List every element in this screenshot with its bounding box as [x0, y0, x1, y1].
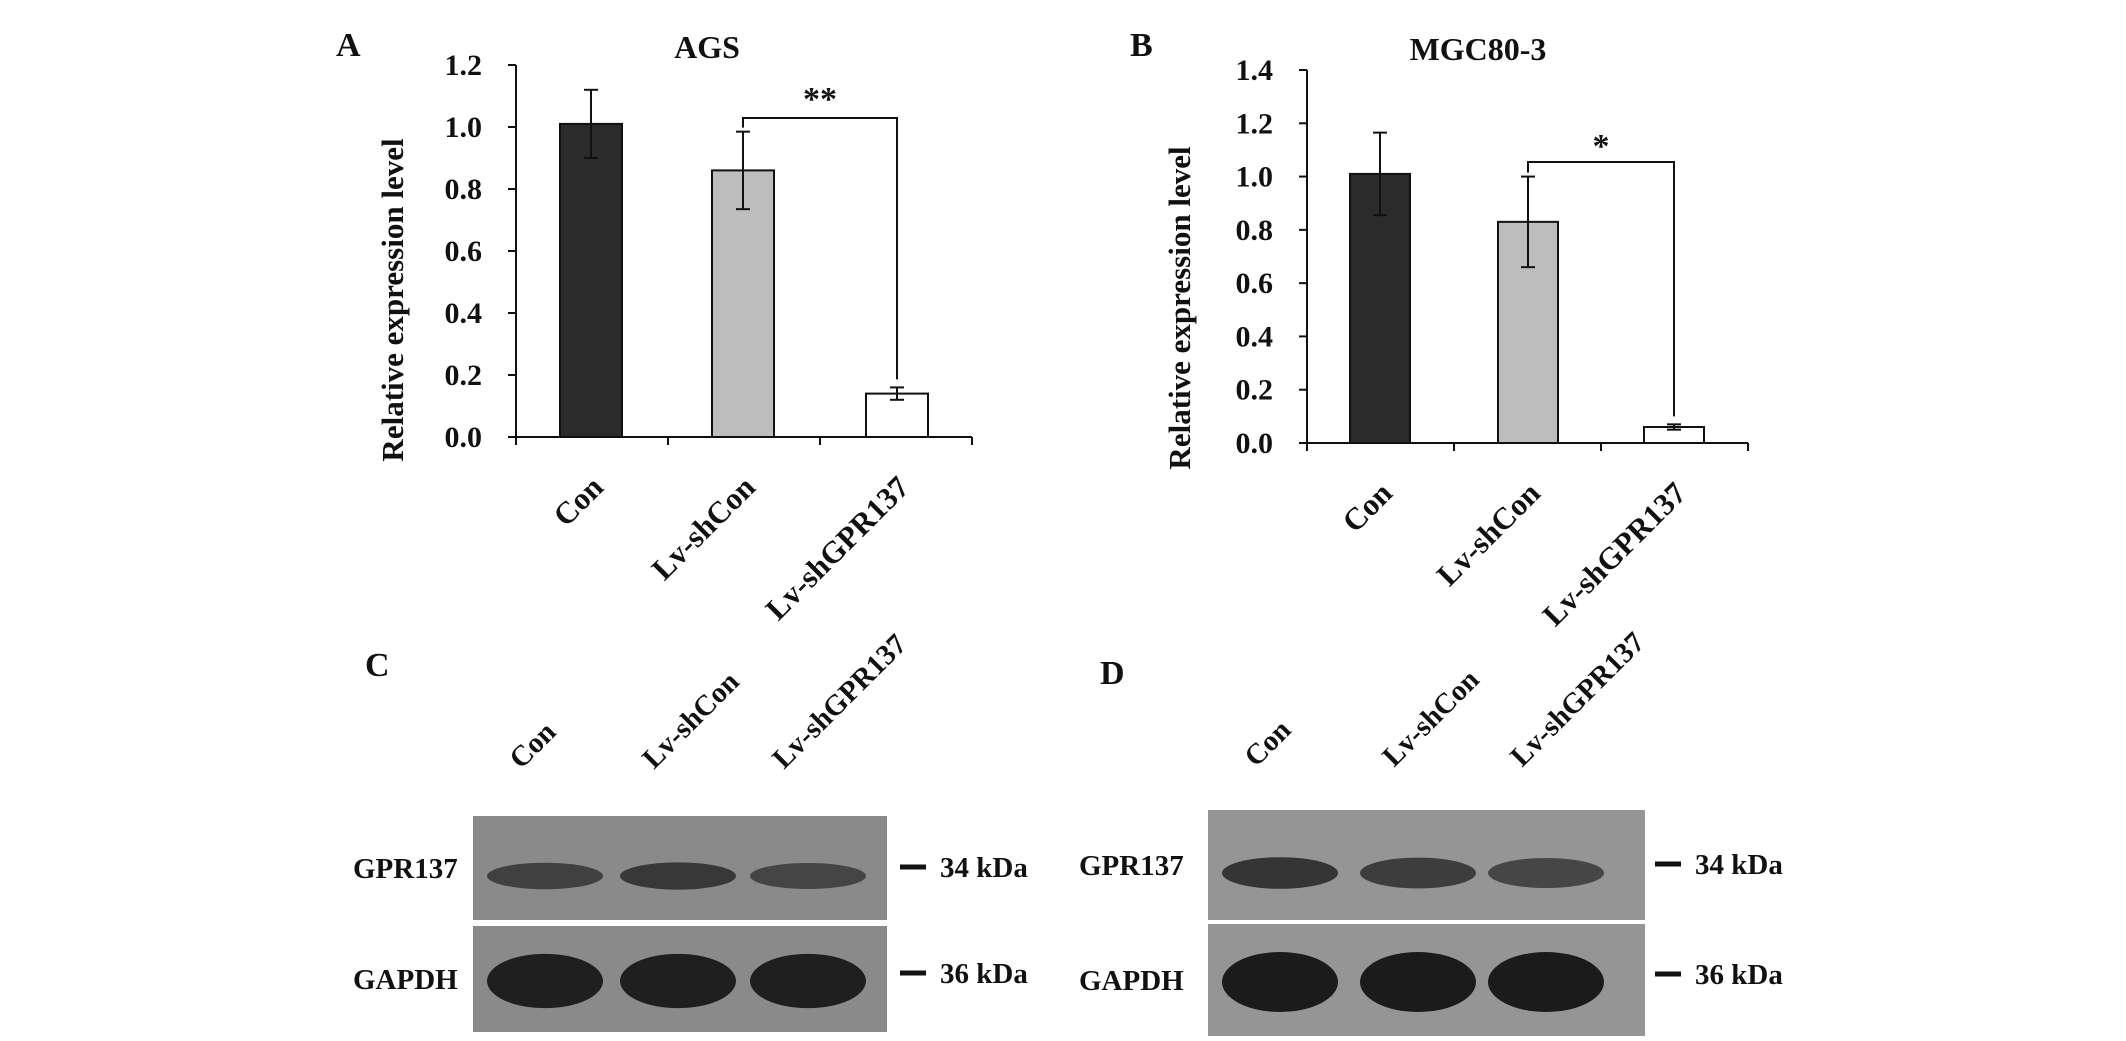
y-tick-label: 0.2	[445, 359, 483, 392]
significance-bracket	[742, 117, 898, 380]
x-tick-label: Lv-shCon	[645, 469, 762, 586]
lane-label: Lv-shGPR137	[1504, 626, 1651, 773]
blot-band	[1488, 858, 1604, 888]
blot-band	[620, 953, 736, 1009]
significance-label: *	[1593, 128, 1610, 165]
chart-title-mgc80-3: MGC80-3	[1410, 31, 1547, 67]
size-marker-label: 34 kDa	[940, 852, 1028, 884]
bar-chart-ags: A AGS Relative expression level 0.00.20.…	[336, 27, 973, 627]
bar-group-b	[1349, 131, 1705, 445]
y-tick-label: 0.0	[445, 421, 483, 454]
blot-band	[750, 953, 866, 1009]
y-axis-label-a: Relative expression level	[375, 138, 410, 462]
bar	[711, 169, 775, 438]
lane-label: Con	[1238, 714, 1297, 773]
blot-band	[1222, 857, 1338, 889]
bar	[1349, 172, 1411, 445]
y-tick-label: 0.8	[445, 173, 483, 206]
y-tick-group-a: 0.0 0.2 0.4 0.6 0.8 1.0 1.2	[445, 49, 516, 454]
y-tick-label: 0.8	[1236, 214, 1274, 247]
blot-band	[1360, 857, 1476, 889]
x-tick-label: Con	[1335, 475, 1399, 539]
blot-rows-d: GPR137 34 kDa GAPDH 36 kDa	[1079, 810, 1783, 1036]
blot-row-label: GAPDH	[353, 964, 458, 996]
blot-row-label: GAPDH	[1079, 965, 1184, 997]
y-tick-label: 1.2	[1236, 107, 1274, 140]
y-tick-label: 1.0	[1236, 161, 1274, 194]
x-tick-label: Lv-shGPR137	[1535, 475, 1693, 633]
blot-band	[1360, 952, 1476, 1012]
y-tick-group-b: 0.0 0.2 0.4 0.6 0.8 1.0 1.2 1.4	[1236, 54, 1307, 460]
blot-band	[620, 862, 736, 890]
y-tick-label: 0.6	[445, 235, 483, 268]
lane-labels-c: Con Lv-shCon Lv-shGPR137	[503, 628, 913, 775]
blot-row-label: GPR137	[1079, 850, 1184, 882]
bar-chart-mgc80-3: B MGC80-3 Relative expression level 0.00…	[1130, 27, 1749, 633]
panel-letter-b: B	[1130, 27, 1153, 64]
y-tick-label: 0.2	[1236, 374, 1274, 407]
x-tick-label: Lv-shCon	[1430, 475, 1547, 592]
lane-label: Lv-shGPR137	[766, 628, 913, 775]
significance-group-b: *	[1527, 128, 1675, 417]
significance-label: **	[803, 81, 837, 118]
lane-label: Lv-shCon	[1376, 664, 1485, 773]
y-axis-label-b: Relative expression level	[1162, 146, 1197, 470]
size-marker-label: 36 kDa	[940, 958, 1028, 990]
bar-group-a	[559, 88, 929, 439]
lane-label: Con	[503, 716, 562, 775]
blot-row-label: GPR137	[353, 853, 458, 885]
blot-band	[750, 863, 866, 889]
chart-title-ags: AGS	[674, 29, 740, 65]
western-blot-c: C Con Lv-shCon Lv-shGPR137 GPR137 34 kDa GAP…	[353, 628, 1028, 1032]
blot-band	[1488, 952, 1604, 1012]
blot-band	[1222, 952, 1338, 1012]
size-marker-label: 36 kDa	[1695, 959, 1783, 991]
blot-band	[487, 862, 603, 890]
lane-label: Lv-shCon	[636, 666, 745, 775]
western-blot-d: D Con Lv-shCon Lv-shGPR137 GPR137 34 kDa GAP…	[1079, 626, 1783, 1036]
blot-band	[487, 953, 603, 1009]
y-tick-label: 0.4	[445, 297, 483, 330]
significance-bracket	[1527, 161, 1675, 417]
blot-rows-c: GPR137 34 kDa GAPDH 36 kDa	[353, 816, 1028, 1032]
y-tick-label: 1.2	[445, 49, 483, 82]
y-tick-label: 0.6	[1236, 267, 1274, 300]
y-tick-label: 0.4	[1236, 320, 1274, 353]
panel-letter-c: C	[365, 647, 390, 684]
y-tick-label: 1.0	[445, 111, 483, 144]
size-marker-label: 34 kDa	[1695, 849, 1783, 881]
panel-letter-d: D	[1100, 655, 1125, 692]
lane-labels-d: Con Lv-shCon Lv-shGPR137	[1238, 626, 1651, 773]
x-tick-label: Con	[546, 469, 610, 533]
y-tick-label: 0.0	[1236, 427, 1274, 460]
y-tick-label: 1.4	[1236, 54, 1274, 87]
x-tick-label: Lv-shGPR137	[758, 469, 916, 627]
significance-group-a: **	[742, 81, 898, 380]
panel-letter-a: A	[336, 27, 361, 64]
bar	[559, 122, 623, 439]
